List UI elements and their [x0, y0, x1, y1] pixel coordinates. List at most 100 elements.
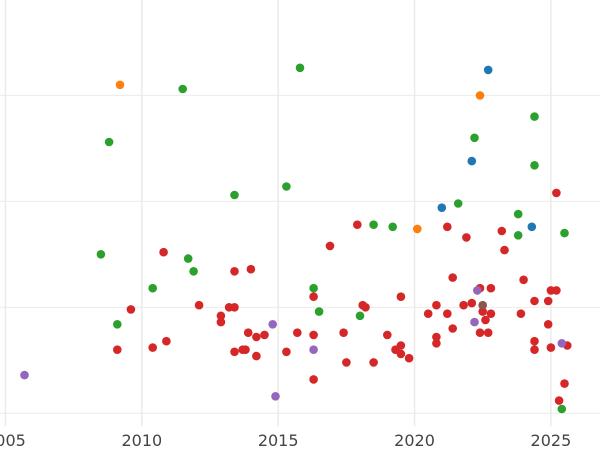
data-point-s4-4 [470, 317, 479, 327]
data-point-s1-21 [557, 404, 567, 414]
data-point-s0-22 [309, 292, 318, 302]
data-point-s3-2 [483, 65, 493, 75]
x-tick-label-1: 2010 [121, 431, 162, 450]
data-point-s0-58 [519, 275, 528, 285]
data-point-s3-0 [437, 203, 447, 212]
x-tick-label-2: 2015 [258, 431, 299, 450]
data-point-s0-0 [113, 345, 122, 355]
data-point-s0-4 [159, 247, 168, 257]
data-point-s5-0 [478, 300, 488, 310]
data-point-s0-11 [230, 347, 239, 357]
x-tick-label-0: 2005 [0, 431, 26, 450]
data-point-s0-51 [481, 315, 490, 325]
data-point-s0-59 [530, 336, 539, 346]
data-point-s2-0 [115, 80, 125, 90]
grid [0, 0, 600, 426]
data-point-s0-52 [483, 328, 493, 338]
data-point-s0-60 [530, 345, 539, 355]
data-point-s4-0 [20, 370, 29, 380]
data-point-s0-15 [246, 264, 256, 274]
data-point-s0-44 [448, 273, 458, 282]
data-point-s0-18 [260, 330, 269, 340]
data-point-s0-21 [309, 330, 318, 340]
data-point-s0-29 [361, 303, 370, 312]
data-point-s0-23 [309, 375, 318, 384]
data-point-s4-1 [268, 320, 278, 329]
data-point-s1-15 [453, 199, 463, 208]
data-point-s0-26 [342, 358, 351, 367]
data-point-s1-19 [530, 112, 539, 121]
data-point-s0-38 [432, 332, 441, 342]
data-point-s0-54 [486, 283, 496, 293]
data-point-s0-34 [396, 292, 406, 302]
data-point-s0-30 [369, 358, 378, 367]
data-point-s1-10 [309, 283, 318, 293]
data-point-s0-47 [467, 298, 477, 308]
data-point-s0-55 [497, 226, 507, 236]
data-point-s0-24 [325, 241, 335, 251]
data-point-s0-57 [516, 309, 526, 319]
data-point-s0-16 [252, 351, 261, 361]
data-point-s0-33 [396, 341, 406, 350]
data-point-s1-20 [530, 161, 539, 170]
data-point-s0-53 [486, 309, 496, 319]
data-point-s0-36 [404, 353, 414, 363]
data-point-s2-1 [413, 224, 422, 234]
data-point-s4-5 [473, 286, 482, 295]
data-point-s1-9 [295, 63, 305, 73]
data-point-s1-4 [178, 84, 187, 94]
data-point-s0-67 [552, 188, 561, 198]
data-point-s0-50 [478, 307, 488, 316]
data-point-s0-13 [241, 345, 250, 355]
data-point-s0-9 [230, 303, 239, 312]
data-point-s1-11 [314, 307, 324, 316]
data-point-s1-17 [513, 231, 523, 240]
data-point-s0-41 [443, 309, 452, 319]
x-tick-label-3: 2020 [394, 431, 435, 450]
data-point-s1-1 [104, 137, 114, 147]
data-point-s1-16 [470, 133, 479, 143]
data-point-s0-48 [475, 328, 485, 338]
data-point-s0-61 [530, 296, 539, 306]
data-point-s0-66 [552, 286, 561, 295]
data-point-s1-13 [369, 220, 378, 229]
data-point-s0-20 [293, 328, 302, 338]
data-point-s0-7 [216, 317, 226, 327]
data-point-s0-56 [500, 245, 509, 255]
data-point-s0-27 [353, 220, 362, 229]
data-point-s1-14 [388, 222, 398, 232]
data-point-s1-8 [282, 182, 291, 191]
data-point-s1-7 [230, 190, 239, 200]
data-point-s0-43 [448, 324, 458, 333]
data-point-s2-2 [475, 91, 485, 100]
data-point-s0-6 [216, 311, 226, 321]
data-points [20, 63, 572, 414]
data-point-s0-62 [543, 296, 553, 306]
data-point-s0-45 [459, 300, 468, 310]
data-point-s0-42 [443, 222, 452, 232]
data-point-s0-2 [148, 343, 157, 352]
data-point-s1-3 [148, 283, 157, 293]
data-point-s1-12 [355, 311, 365, 321]
data-point-s0-25 [339, 328, 348, 338]
data-point-s0-35 [396, 349, 406, 359]
data-point-s1-5 [183, 254, 193, 263]
data-point-s0-63 [543, 320, 553, 329]
data-point-s0-19 [282, 347, 291, 357]
data-point-s0-65 [546, 343, 556, 352]
data-point-s1-0 [96, 250, 106, 259]
data-point-s0-68 [554, 396, 564, 405]
data-point-s0-3 [162, 336, 171, 346]
data-point-s0-46 [462, 233, 471, 242]
x-tick-label-4: 2025 [531, 431, 572, 450]
data-point-s1-22 [560, 228, 569, 238]
data-point-s0-69 [560, 379, 569, 388]
data-point-s4-2 [271, 392, 280, 401]
data-point-s3-1 [467, 156, 477, 166]
data-point-s0-10 [230, 267, 239, 276]
data-point-s0-17 [252, 332, 261, 342]
data-point-s0-1 [126, 305, 136, 314]
data-point-s0-14 [243, 328, 253, 338]
data-point-s1-18 [513, 209, 523, 219]
data-point-s0-5 [194, 300, 204, 310]
